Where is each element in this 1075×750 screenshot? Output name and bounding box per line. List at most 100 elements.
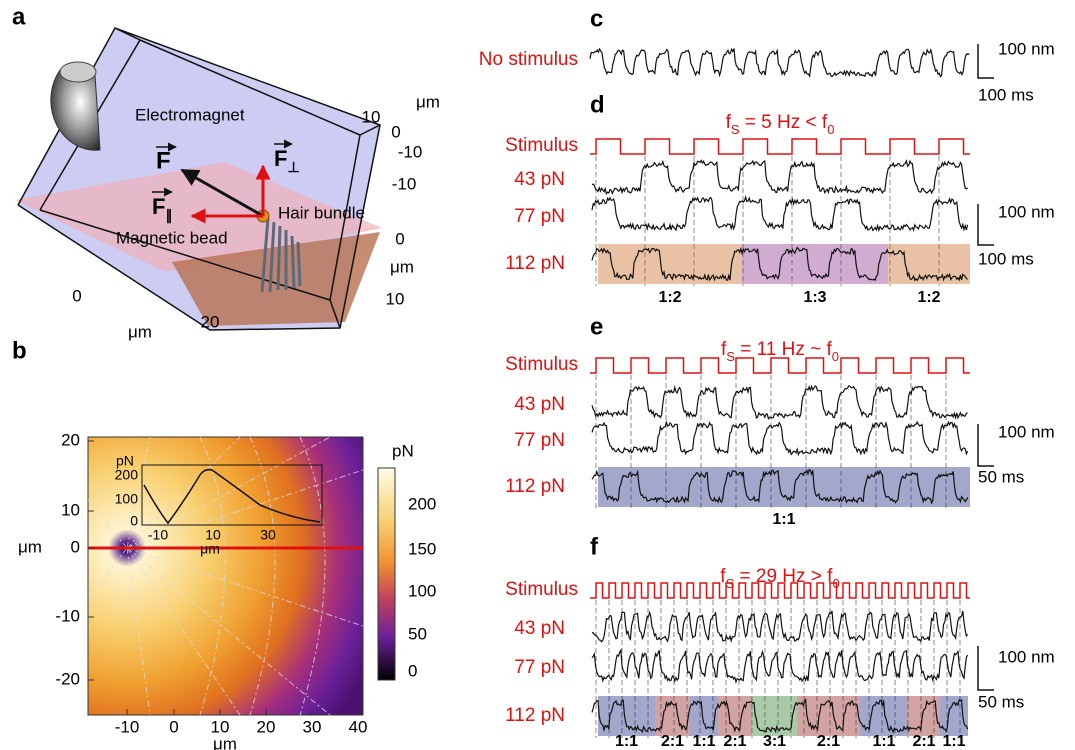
label-magnetic-bead: Magnetic bead [116, 228, 228, 247]
inset-y-tick: 0 [130, 513, 138, 529]
title-part: = 11 Hz ~ f [735, 339, 833, 360]
axis-text: 10 [386, 289, 405, 308]
inset-x-tick: 30 [260, 527, 276, 543]
title-sub: S [726, 349, 735, 364]
row-label: 112 pN [505, 253, 565, 274]
colorbar-tick: 200 [408, 494, 436, 513]
row-label: 43 pN [514, 394, 565, 415]
title-e: fS = 11 Hz ~ f0 [721, 339, 839, 364]
trace [590, 49, 969, 77]
axis-text: 0 [395, 229, 404, 248]
scale-label-x: 100 ms [978, 85, 1034, 104]
inset-y-tick: 100 [115, 491, 139, 507]
axis-text: μm [128, 322, 152, 341]
y-tick-label: 10 [61, 500, 80, 519]
panel-label: d [590, 91, 605, 118]
ratio-label: 2:1 [723, 733, 746, 750]
stimulus-label: Stimulus [505, 354, 578, 375]
x-tick-label: 40 [349, 717, 368, 736]
axis-text: 0 [72, 286, 81, 305]
title-sub: S [731, 122, 740, 137]
ratio-label: 1:1 [942, 733, 965, 750]
force-letter: F [152, 194, 165, 219]
label-force: F [156, 147, 171, 174]
scale-bar [978, 204, 994, 245]
axis-text: 20 [201, 312, 220, 331]
y-axis-label: μm [18, 537, 42, 556]
title-f: fS = 29 Hz > f0 [720, 566, 839, 591]
stimulus-wave [590, 358, 970, 373]
y-tick-label: -20 [55, 669, 80, 688]
ratio-label: 1:1 [872, 733, 895, 750]
row-label: 77 pN [514, 657, 565, 678]
figure: Electromagnet F F⊥ F∥ Hair bundle Magnet… [0, 0, 1075, 750]
colorbar [378, 468, 395, 680]
x-tick-label: 20 [257, 717, 276, 736]
row-label: 112 pN [505, 476, 565, 497]
scale-label-y: 100 nm [998, 647, 1055, 666]
panel-label: b [12, 337, 27, 364]
panel-label: f [590, 533, 599, 560]
stimulus-wave [590, 139, 970, 154]
panel-label: a [12, 3, 26, 30]
x-tick-label: -10 [115, 717, 140, 736]
title-part: = 29 Hz > f [734, 566, 833, 587]
colorbar-tick: 0 [408, 661, 417, 680]
axis-text: 0 [391, 122, 400, 141]
scale-label-x: 50 ms [978, 467, 1024, 486]
scale-bar [978, 646, 994, 690]
ratio-box [742, 244, 888, 284]
axis-text: μm [416, 92, 440, 111]
label-hair-bundle: Hair bundle [278, 203, 365, 222]
ratio-label: 1:1 [692, 733, 715, 750]
ratio-label: 1:1 [615, 733, 638, 750]
title-d: fS = 5 Hz < f0 [726, 112, 835, 137]
ratio-label: 2:1 [912, 733, 935, 750]
inset-y-tick: 200 [115, 467, 139, 483]
force-subscript: ⊥ [287, 159, 299, 175]
row-label: 77 pN [514, 206, 565, 227]
axis-text: -10 [392, 174, 417, 193]
inset-x-tick: -10 [148, 527, 168, 543]
title-sub: 0 [832, 349, 839, 364]
ratio-label: 1:1 [772, 511, 795, 528]
stimulus-label: Stimulus [505, 579, 578, 600]
trace [592, 197, 968, 230]
y-tick-label: -10 [55, 606, 80, 625]
axis-text: μm [390, 257, 414, 276]
colorbar-tick: 150 [408, 539, 436, 558]
scale-label-x: 50 ms [978, 692, 1024, 711]
row-label: 43 pN [514, 169, 565, 190]
colorbar-tick: 50 [408, 624, 427, 643]
title-part: = 5 Hz < f [740, 112, 828, 133]
force-letter: F [274, 146, 287, 171]
trace [592, 160, 968, 193]
ratio-box [598, 244, 742, 284]
colorbar-label: pN [392, 441, 414, 460]
scale-label-y: 100 nm [998, 39, 1055, 58]
ratio-label: 3:1 [763, 733, 786, 750]
ratio-label: 2:1 [817, 733, 840, 750]
panel-label: e [590, 313, 603, 340]
scale-bar [978, 44, 994, 78]
scale-label-y: 100 nm [998, 422, 1055, 441]
x-tick-label: 0 [169, 717, 178, 736]
ratio-box [598, 696, 655, 736]
y-tick-label: 0 [71, 537, 80, 556]
x-axis-label: μm [213, 734, 237, 750]
row-label: 112 pN [505, 705, 565, 726]
title-sub: 0 [827, 122, 834, 137]
axis-text: -10 [398, 142, 423, 161]
scale-label-y: 100 nm [998, 202, 1055, 221]
scale-label-x: 100 ms [978, 249, 1034, 268]
stimulus-label: Stimulus [505, 135, 578, 156]
axis-text: 10 [362, 107, 381, 126]
y-tick-label: 20 [61, 430, 80, 449]
x-tick-label: 30 [303, 717, 322, 736]
label-electromagnet: Electromagnet [135, 105, 245, 124]
row-label: 43 pN [514, 618, 565, 639]
colorbar-tick: 100 [408, 581, 436, 600]
scale-bar [978, 424, 994, 466]
row-label: 77 pN [514, 430, 565, 451]
panel-label: c [590, 5, 603, 32]
